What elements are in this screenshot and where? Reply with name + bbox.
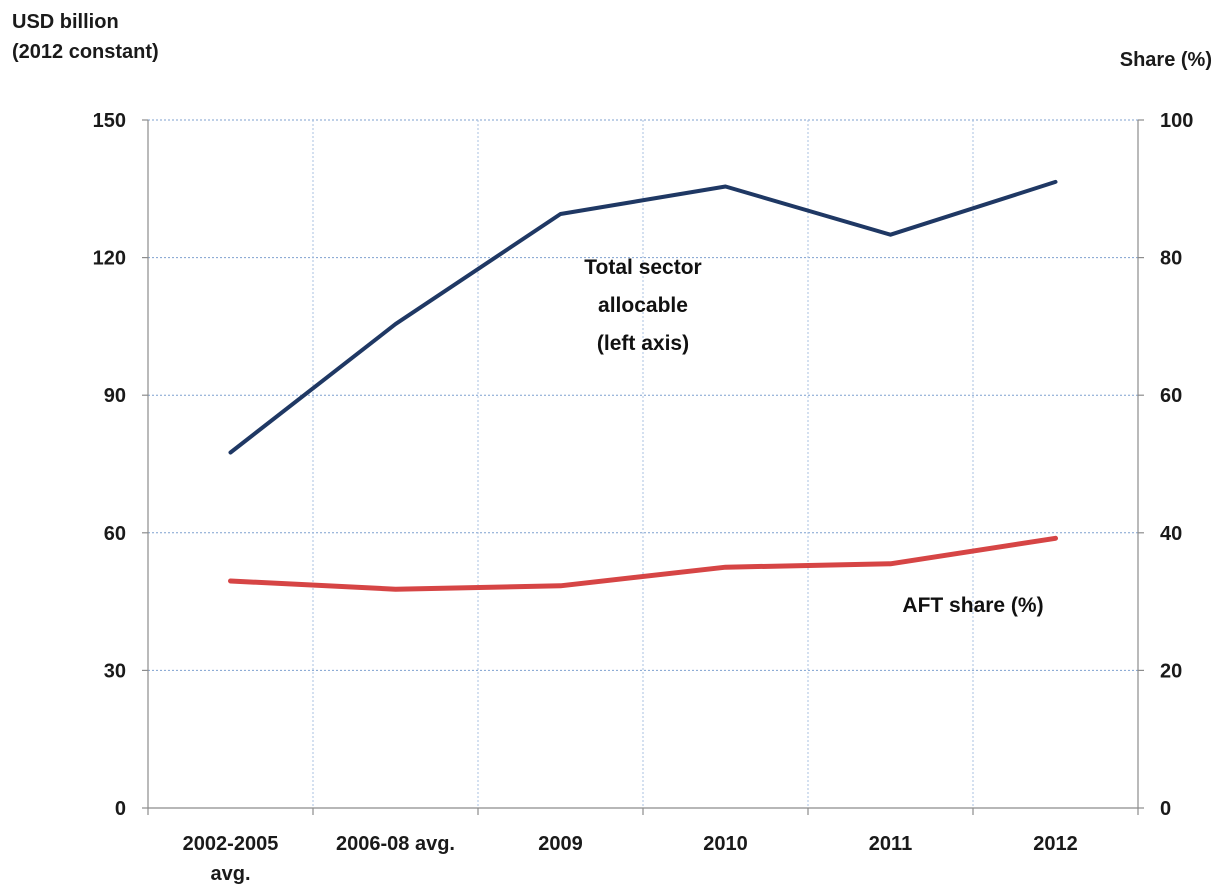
annotation-total-sector: Total sector: [584, 256, 701, 279]
x-tick-label: 2006-08 avg.: [336, 833, 455, 855]
annotations: Total sector allocable (left axis) AFT shar…: [584, 256, 1043, 617]
left-tick-label: 90: [104, 385, 126, 407]
left-tick-label: 120: [93, 248, 126, 270]
left-tick-label: 150: [93, 110, 126, 132]
right-axis-title: Share (%): [1120, 49, 1212, 71]
annotation-total-sector: (left axis): [597, 332, 689, 355]
x-tick-label: 2011: [869, 833, 912, 855]
axes: [142, 119, 1144, 815]
series-lines: [228, 179, 1058, 592]
right-tick-label: 0: [1160, 798, 1171, 820]
annotation-aft-share: AFT share (%): [902, 594, 1043, 617]
right-tick-label: 100: [1160, 110, 1193, 132]
right-tick-label: 80: [1160, 248, 1182, 270]
left-tick-label: 60: [104, 523, 126, 545]
left-tick-label: 0: [115, 798, 126, 820]
total-sector-line: [228, 179, 1058, 455]
gridlines: [148, 119, 1138, 808]
x-tick-label: 2010: [703, 833, 748, 855]
x-axis-ticks: 2002-2005 avg. 2006-08 avg. 2009 2010 2011 201…: [183, 833, 1078, 885]
annotation-total-sector: allocable: [598, 294, 688, 317]
left-axis-title-line: USD billion: [12, 11, 119, 33]
left-axis-ticks: 0 30 60 90 120 150: [93, 110, 126, 820]
left-axis-title: USD billion (2012 constant): [12, 11, 159, 63]
right-tick-label: 40: [1160, 523, 1182, 545]
x-tick-label: 2009: [538, 833, 583, 855]
x-tick-label: 2002-2005 avg.: [183, 833, 279, 885]
right-axis-ticks: 0 20 40 60 80 100: [1160, 110, 1193, 820]
aft-share-line: [228, 535, 1058, 592]
right-tick-label: 20: [1160, 660, 1182, 682]
left-axis-title-line: (2012 constant): [12, 41, 159, 63]
right-tick-label: 60: [1160, 385, 1182, 407]
left-tick-label: 30: [104, 660, 126, 682]
x-tick-label: 2012: [1033, 833, 1078, 855]
